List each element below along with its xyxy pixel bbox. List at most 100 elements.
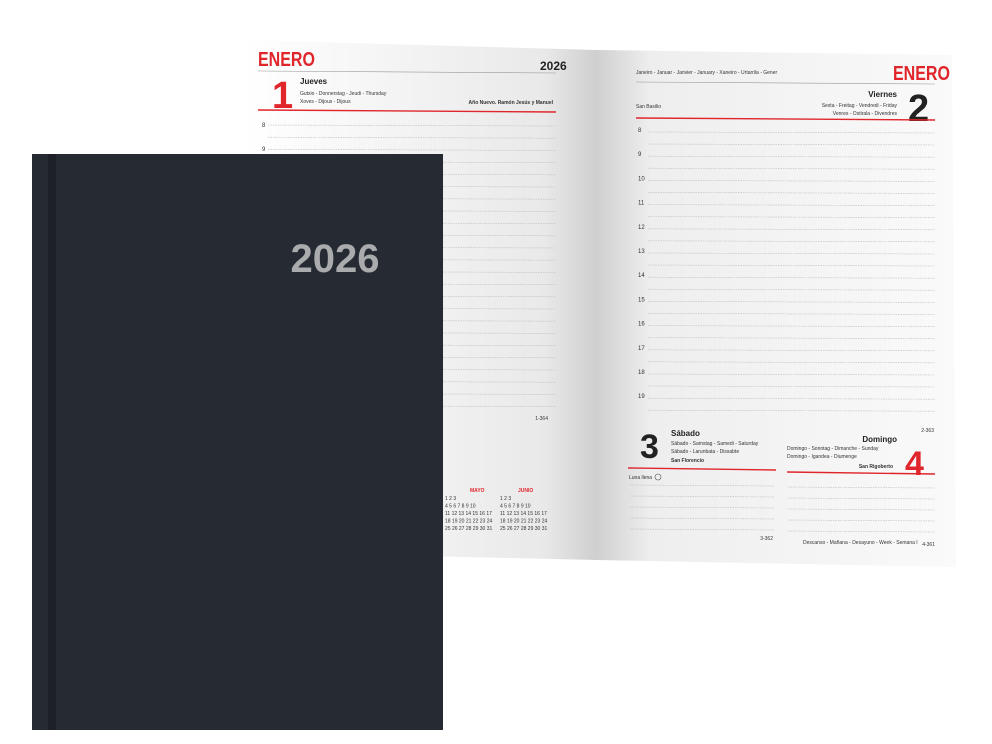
calendar-row: 25 26 27 28 29 30 31 [445, 526, 492, 532]
hour-label: 12 [638, 225, 645, 231]
hour-label: 9 [638, 152, 642, 158]
red-rule [257, 109, 557, 113]
calendar-row: 1 2 3 [500, 496, 511, 502]
right-page [597, 50, 956, 567]
writing-line [267, 149, 557, 151]
translation: Domingo - Igandea - Diumenge [787, 454, 857, 460]
day-count: 3-362 [760, 536, 773, 542]
calendar-month: JUNIO [518, 488, 533, 494]
writing-line [629, 528, 776, 531]
writing-line [647, 204, 936, 206]
cover-year: 2026 [291, 237, 380, 281]
day-number: 4 [905, 445, 924, 483]
month: ENERO [893, 62, 950, 84]
calendar-row: 11 12 13 14 15 16 17 [500, 511, 547, 517]
writing-line [787, 530, 936, 533]
red-rule [627, 467, 777, 471]
day-count: 4-361 [922, 542, 935, 548]
writing-line [787, 519, 936, 522]
day-number: 1 [272, 75, 293, 117]
weekday: Viernes [868, 90, 897, 99]
saint: San Rigoberto [859, 464, 893, 470]
footer-note: Descanso - Mañana - Desayuno - Week - Se… [803, 540, 918, 546]
moon-icon [654, 473, 662, 481]
writing-line [647, 349, 936, 352]
writing-line [647, 361, 936, 364]
calendar-row: 11 12 13 14 15 16 17 [445, 511, 492, 517]
cover-board [32, 154, 443, 730]
writing-line [647, 373, 936, 376]
weekday: Domingo [862, 435, 897, 444]
hour-label: 9 [262, 147, 266, 153]
header-rule [635, 81, 936, 85]
hour-label: 13 [638, 249, 645, 255]
writing-line [647, 264, 936, 267]
writing-line [267, 136, 557, 139]
hour-label: 11 [638, 201, 645, 207]
hour-label: 14 [638, 273, 645, 279]
day-number: 2 [908, 88, 929, 130]
writing-line [647, 228, 936, 231]
writing-line [787, 486, 936, 489]
translation: Domingo - Sonntag - Dimanche - Sunday [787, 446, 879, 452]
saint: San Basilio [636, 104, 661, 110]
day-count: 1-364 [535, 416, 548, 422]
translation: Sábado - Larunbata - Dissabte [671, 449, 739, 455]
writing-line [647, 216, 936, 218]
writing-line [787, 497, 936, 500]
writing-line [647, 180, 936, 182]
writing-line [629, 517, 776, 520]
calendar-row: 4 5 6 7 8 9 10 [500, 504, 531, 510]
writing-line [647, 167, 936, 170]
moon-phase: Luna llena [629, 475, 652, 481]
translation: Gutxio - Donnerstag - Jeudi - Thursday [300, 91, 387, 97]
writing-line [629, 484, 776, 487]
red-rule [635, 117, 936, 121]
writing-line [647, 313, 936, 315]
translation: Sábado - Samstag - Samedi - Saturday [671, 441, 759, 447]
writing-line [647, 288, 936, 291]
calendar-row: 1 2 3 [445, 496, 456, 502]
writing-line [647, 192, 936, 194]
writing-line [647, 325, 936, 327]
writing-line [647, 276, 936, 279]
day-number: 3 [640, 428, 659, 466]
cover: 2026 [32, 154, 443, 730]
hour-label: 15 [638, 297, 645, 303]
writing-line [647, 397, 936, 400]
saint: Año Nuevo. Ramón Jesús y Manuel [469, 100, 554, 106]
writing-line [647, 252, 936, 255]
year: 2026 [540, 59, 567, 73]
header-rule [257, 70, 557, 74]
saint: San Florencio [671, 458, 704, 464]
writing-line [647, 301, 936, 303]
writing-line [629, 495, 776, 498]
spine-groove [48, 154, 56, 730]
weekday: Jueves [300, 77, 328, 86]
month: ENERO [258, 48, 315, 70]
hour-label: 16 [638, 322, 645, 328]
hour-label: 10 [638, 176, 645, 182]
weekday: Sábado [671, 429, 700, 438]
writing-line [647, 143, 936, 146]
calendar-row: 18 19 20 21 22 23 24 [445, 519, 492, 525]
writing-line [647, 131, 936, 134]
writing-line [787, 508, 936, 511]
month-translations: Janeiro - Januar - Janvier - January - X… [636, 70, 777, 76]
hour-label: 19 [638, 394, 645, 400]
writing-line [267, 124, 557, 127]
writing-line [647, 240, 936, 243]
day-count: 2-363 [921, 428, 934, 434]
hour-label: 8 [262, 123, 266, 129]
translation: Sexta - Freitag - Vendredi - Friday [822, 103, 898, 109]
writing-line [629, 506, 776, 509]
hour-label: 17 [638, 346, 645, 352]
writing-line [647, 155, 936, 158]
translation: Venres - Ostirala - Divendres [833, 111, 898, 117]
calendar-row: 18 19 20 21 22 23 24 [500, 519, 547, 525]
red-rule [786, 471, 936, 475]
hour-label: 18 [638, 370, 645, 376]
writing-line [647, 337, 936, 339]
calendar-month: MAYO [470, 488, 485, 494]
